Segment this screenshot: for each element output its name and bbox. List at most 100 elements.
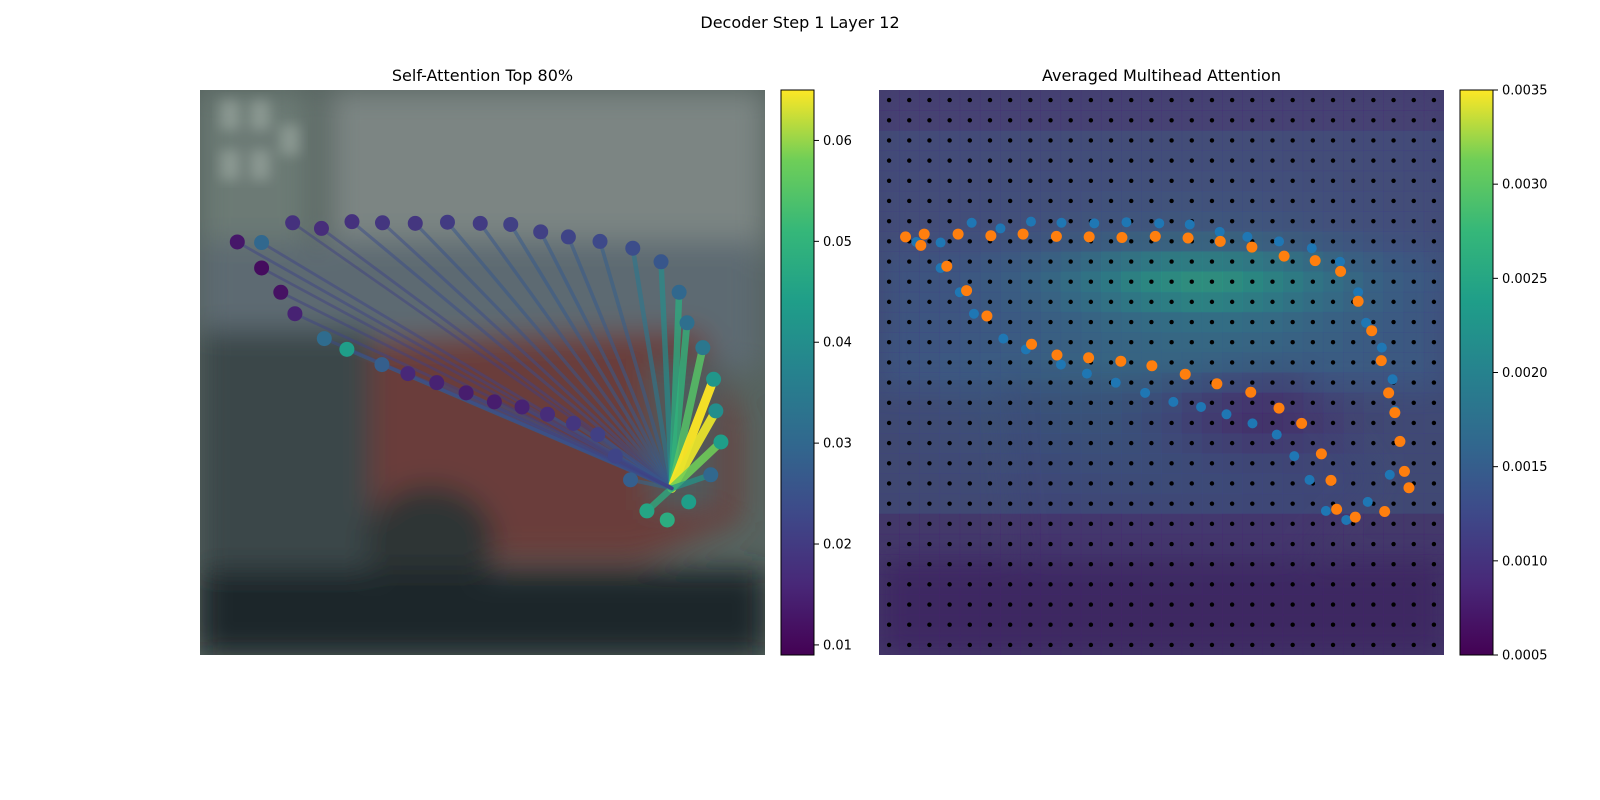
grid-dot (1431, 279, 1437, 284)
grid-dot (1169, 642, 1174, 648)
grid-dot (1371, 97, 1376, 103)
contour-point (653, 254, 669, 270)
grid-dot (1290, 319, 1295, 325)
grid-dot (1169, 340, 1174, 345)
grid-dot (967, 178, 973, 184)
grid-dot (1149, 380, 1154, 385)
grid-dot (1068, 380, 1073, 385)
attention-heatmap (879, 90, 1444, 655)
grid-dot (947, 541, 952, 547)
grid-dot (1068, 461, 1073, 466)
grid-dot (1028, 97, 1033, 103)
grid-dot (1330, 420, 1336, 426)
grid-dot (987, 279, 993, 284)
grid-dot (886, 239, 892, 244)
grid-dot (947, 360, 952, 365)
predicted-point (1025, 216, 1036, 227)
contour-point (607, 448, 623, 464)
grid-dot (1229, 440, 1235, 446)
grid-dot (1189, 178, 1194, 184)
grid-dot (927, 299, 932, 305)
grid-dot (1108, 279, 1114, 284)
grid-dot (1088, 501, 1094, 506)
grid-dot (1048, 239, 1053, 244)
contour-point (659, 512, 675, 528)
grid-dot (927, 380, 932, 385)
grid-dot (907, 380, 912, 385)
grid-dot (1431, 158, 1437, 163)
grid-dot (1250, 622, 1255, 627)
grid-dot (1350, 138, 1356, 143)
grid-dot (1371, 239, 1376, 244)
predicted-point (1306, 243, 1317, 254)
grid-dot (1250, 259, 1255, 264)
predicted-point (1154, 218, 1165, 229)
grid-dot (967, 97, 973, 103)
grid-dot (1270, 340, 1275, 345)
grid-dot (1391, 138, 1396, 143)
grid-dot (1048, 541, 1053, 547)
grid-dot (1108, 319, 1114, 325)
contour-point (285, 215, 301, 231)
grid-dot (987, 582, 993, 587)
grid-dot (1108, 541, 1114, 547)
grid-dot (1088, 561, 1094, 567)
grid-dot (1088, 118, 1094, 123)
grid-dot (927, 400, 932, 405)
grid-dot (967, 380, 973, 385)
grid-dot (1290, 440, 1295, 446)
grid-dot (1088, 198, 1094, 204)
grid-dot (1068, 97, 1073, 103)
grid-dot (1169, 380, 1174, 385)
grid-dot (947, 340, 952, 345)
grid-dot (1330, 138, 1336, 143)
colorbar-tick-label: 0.01 (823, 638, 852, 653)
grid-dot (1431, 218, 1437, 224)
grid-dot (1209, 118, 1215, 123)
contour-point (229, 234, 245, 250)
grid-dot (1149, 118, 1154, 123)
grid-dot (1108, 481, 1114, 486)
grid-dot (886, 178, 892, 184)
grid-dot (1350, 279, 1356, 284)
grid-dot (1048, 198, 1053, 204)
grid-dot (1169, 198, 1174, 204)
grid-dot (1129, 541, 1134, 547)
grid-dot (1391, 178, 1396, 184)
contour-point (313, 220, 329, 236)
grid-dot (1310, 400, 1316, 405)
grid-dot (1088, 299, 1094, 305)
grid-dot (1149, 582, 1154, 587)
grid-dot (1129, 420, 1134, 426)
grid-dot (927, 97, 932, 103)
grid-dot (1068, 319, 1073, 325)
grid-dot (886, 299, 892, 305)
contour-point (533, 224, 549, 240)
grid-dot (1169, 218, 1174, 224)
grid-dot (1028, 541, 1033, 547)
contour-point (679, 315, 695, 331)
grid-dot (1330, 440, 1336, 446)
grid-dot (1108, 602, 1114, 607)
grid-dot (1209, 400, 1215, 405)
grid-dot (1270, 561, 1275, 567)
predicted-point (1081, 368, 1092, 379)
grid-dot (1350, 319, 1356, 325)
grid-dot (1290, 541, 1295, 547)
grid-dot (1068, 400, 1073, 405)
attention-edges-layer (235, 220, 725, 515)
grid-dot (1250, 380, 1255, 385)
grid-dot (1048, 501, 1053, 506)
predicted-point (1121, 217, 1132, 228)
grid-dot (1108, 239, 1114, 244)
grid-dot (1108, 420, 1114, 426)
grid-dot (886, 541, 892, 547)
grid-dot (1290, 198, 1295, 204)
predicted-point (1376, 342, 1387, 353)
grid-dot (987, 481, 993, 486)
contour-point (713, 434, 729, 450)
grid-dot (1330, 642, 1336, 648)
grid-dot (927, 138, 932, 143)
grid-dot (1391, 279, 1396, 284)
predicted-point (1361, 317, 1372, 328)
